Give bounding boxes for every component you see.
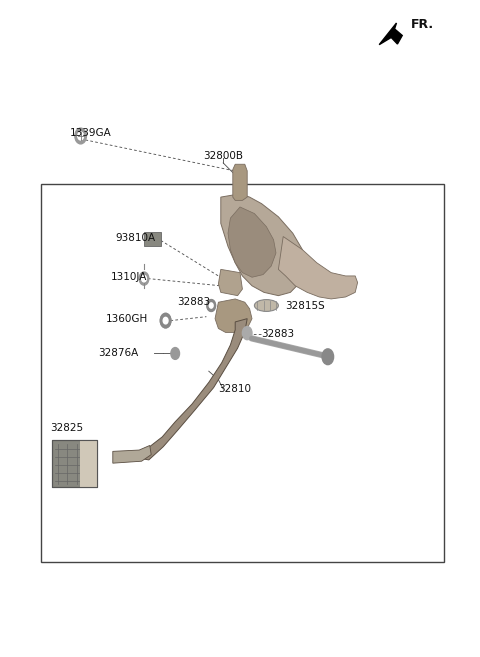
Text: 32876A: 32876A [98,348,139,359]
Polygon shape [142,319,247,460]
Polygon shape [218,269,242,296]
Text: 1339GA: 1339GA [70,127,111,138]
Polygon shape [221,194,305,296]
Circle shape [207,300,216,311]
Circle shape [160,313,171,328]
Circle shape [171,348,180,359]
Text: 32825: 32825 [50,423,84,434]
Circle shape [75,128,86,144]
Polygon shape [278,237,358,299]
Text: 32810: 32810 [218,384,252,394]
Circle shape [139,272,149,285]
Circle shape [78,132,84,140]
Circle shape [242,327,252,340]
Bar [52,440,97,487]
Bar [80,440,97,487]
Text: 1310JA: 1310JA [110,272,147,283]
Text: 32883: 32883 [178,297,211,307]
Circle shape [163,317,168,324]
Text: 32800B: 32800B [203,151,243,162]
Ellipse shape [254,300,278,311]
Polygon shape [215,299,252,332]
Bar [52,440,97,487]
Circle shape [160,313,171,328]
Polygon shape [113,445,151,463]
Text: 93810A: 93810A [115,233,156,243]
Circle shape [322,349,334,365]
Polygon shape [379,23,402,45]
Polygon shape [233,164,247,200]
Circle shape [209,303,213,308]
Bar [41,184,444,562]
Polygon shape [228,207,276,277]
Circle shape [207,300,216,311]
Text: FR.: FR. [410,18,433,32]
Circle shape [142,275,146,282]
Text: 32883: 32883 [262,328,295,339]
Text: 32815S: 32815S [286,300,325,311]
Text: 1360GH: 1360GH [106,314,148,325]
Bar [144,232,161,246]
